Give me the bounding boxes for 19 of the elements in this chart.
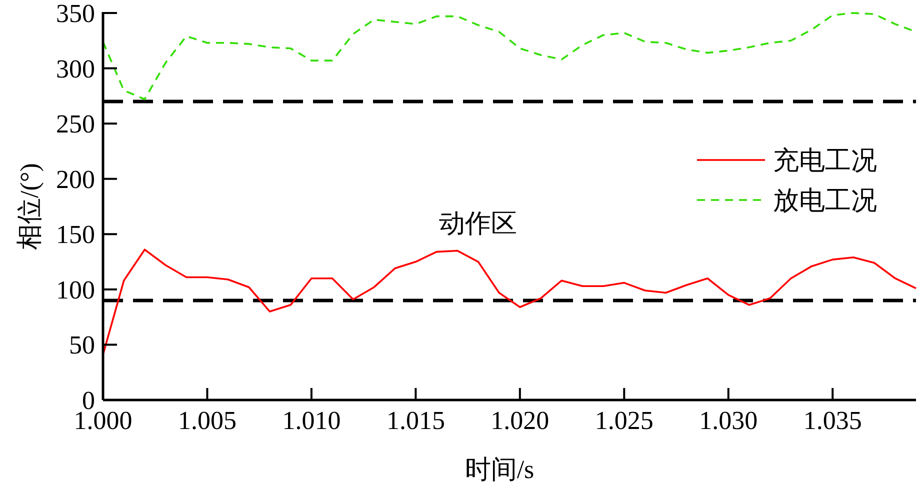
x-tick-label: 1.020 — [490, 406, 550, 435]
y-tick-label: 300 — [56, 54, 95, 84]
y-tick-label: 200 — [56, 164, 95, 194]
x-tick-label: 1.005 — [178, 406, 236, 435]
y-axis-title: 相位/(°) — [15, 163, 44, 250]
y-tick-label: 250 — [56, 110, 95, 139]
x-tick-label: 1.015 — [386, 406, 445, 435]
legend-label: 充电工况 — [773, 146, 877, 175]
y-tick-label: 50 — [69, 330, 95, 360]
x-tick-label: 1.010 — [282, 406, 341, 435]
annotation: 动作区 — [439, 209, 517, 238]
y-tick-label: 350 — [56, 0, 95, 28]
y-tick-label: 150 — [56, 220, 95, 250]
x-tick-label: 1.025 — [594, 406, 654, 435]
legend-label: 放电工况 — [773, 186, 877, 215]
x-axis-title: 时间/s — [464, 455, 534, 484]
x-tick-label: 1.030 — [699, 406, 758, 435]
x-tick-label: 1.035 — [803, 406, 862, 435]
y-tick-label: 100 — [56, 275, 95, 304]
